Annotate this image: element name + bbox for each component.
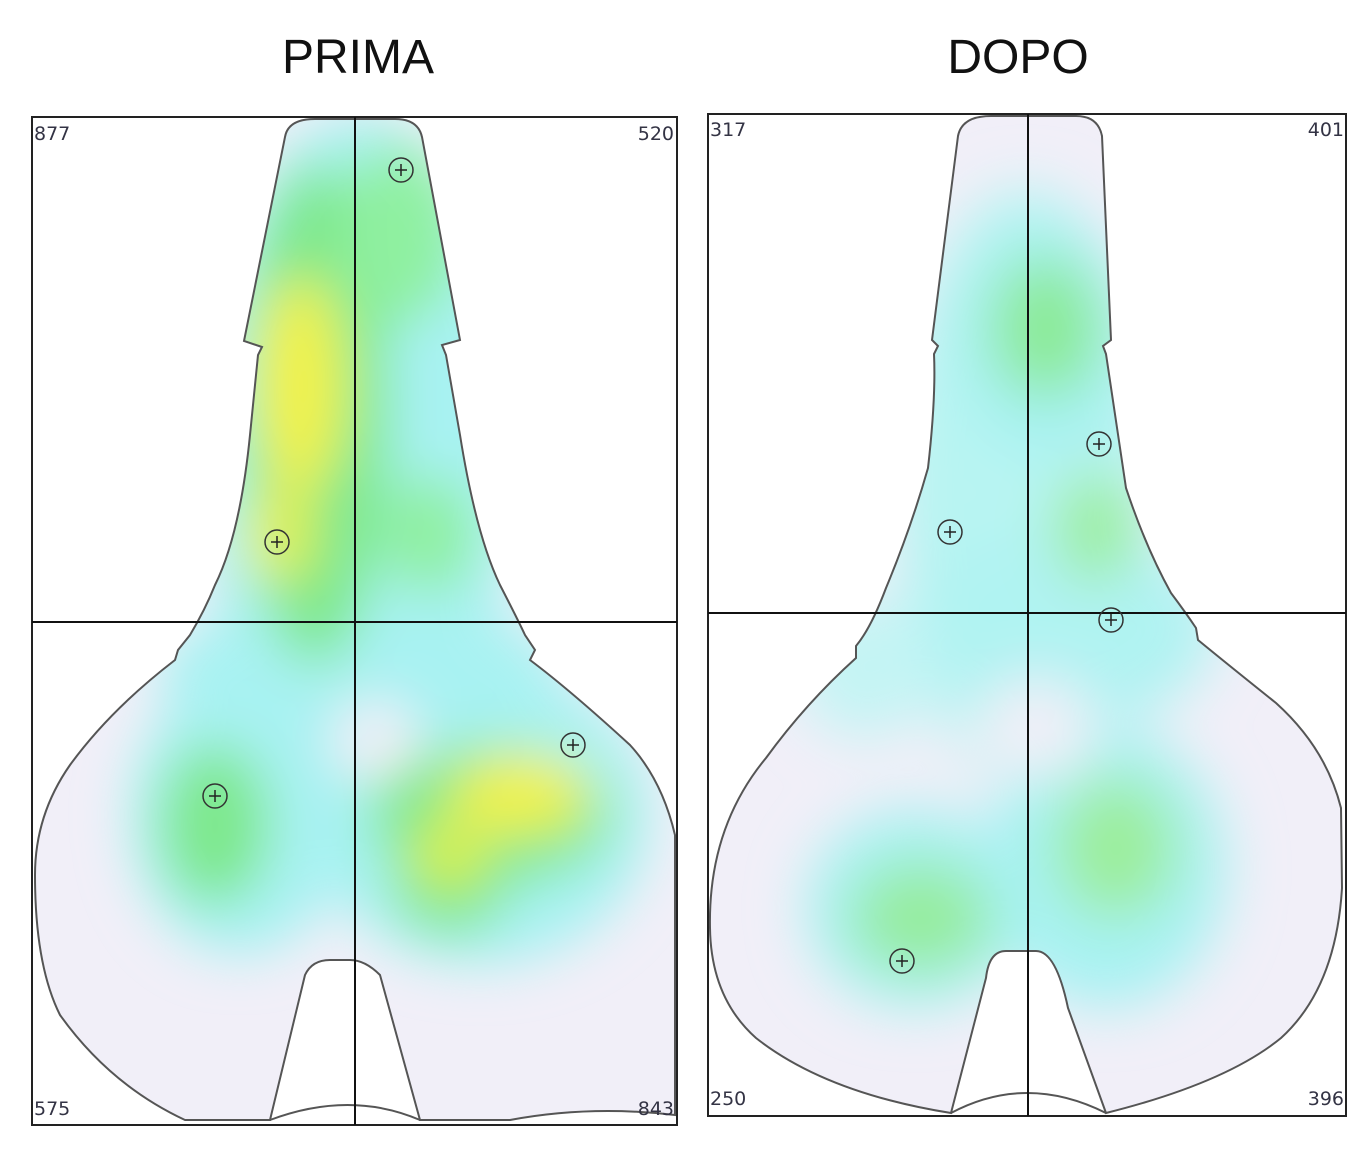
- crosshair-circle-icon: [264, 529, 290, 555]
- saddle-rear-arc: [269, 1104, 421, 1121]
- corner-value-bottom-left: 575: [34, 1098, 70, 1120]
- crosshair-circle-icon: [889, 948, 915, 974]
- saddle-pressure-map-prima: 877 520 575 843: [31, 116, 678, 1126]
- crosshair-circle-icon: [937, 519, 963, 545]
- crosshair-circle-icon: [1098, 607, 1124, 633]
- crosshair-circle-icon: [388, 157, 414, 183]
- corner-value-top-right: 520: [638, 123, 674, 145]
- corner-value-top-right: 401: [1308, 119, 1344, 141]
- corner-value-top-left: 317: [710, 119, 746, 141]
- crosshair-circle-icon: [560, 732, 586, 758]
- saddle-pressure-map-dopo: 317 401 250 396: [707, 113, 1347, 1117]
- panel-title-prima: PRIMA: [281, 31, 434, 84]
- panel-title-dopo: DOPO: [947, 31, 1089, 84]
- corner-value-bottom-left: 250: [710, 1088, 746, 1110]
- corner-value-bottom-right: 396: [1308, 1088, 1344, 1110]
- crosshair-circle-icon: [202, 783, 228, 809]
- corner-value-bottom-right: 843: [638, 1098, 674, 1120]
- crosshair-circle-icon: [1086, 431, 1112, 457]
- saddle-outline: [708, 115, 1344, 1115]
- corner-value-top-left: 877: [34, 123, 70, 145]
